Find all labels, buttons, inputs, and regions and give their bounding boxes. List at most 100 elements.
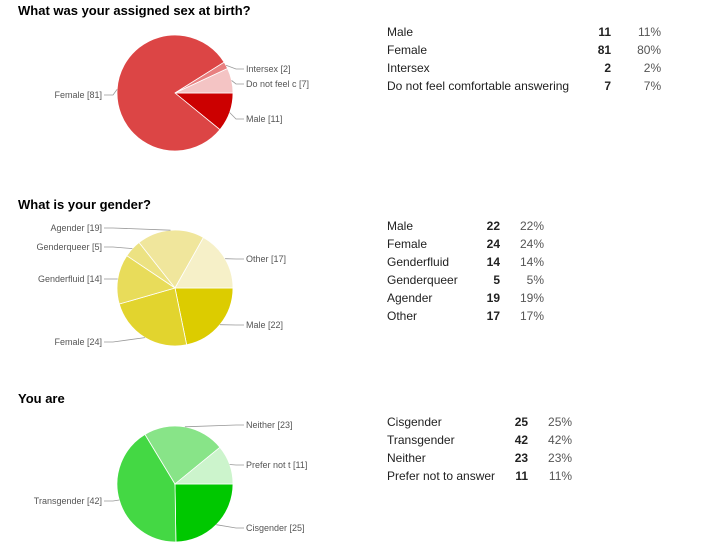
summary-row: Transgender 42 42% [387, 431, 572, 449]
slice-label-cisgender: Cisgender [25] [246, 523, 305, 533]
slice-label-female: Female [81] [54, 90, 102, 100]
summary-count: 14 [486, 255, 500, 269]
summary-label: Prefer not to answer [387, 469, 496, 483]
summary-row: Prefer not to answer 11 11% [387, 467, 572, 485]
summary-percent: 2% [643, 61, 662, 75]
question-title: You are [18, 391, 65, 406]
summary-label: Agender [387, 291, 433, 305]
summary-label: Male [387, 219, 414, 233]
summary-row: Genderqueer 5 5% [387, 271, 544, 289]
summary-percent: 19% [519, 291, 544, 305]
summary-label: Male [387, 25, 414, 39]
summary-row: Genderfluid 14 14% [387, 253, 544, 271]
slice-label-neither: Neither [23] [246, 420, 293, 430]
summary-row: Female 24 24% [387, 235, 544, 253]
summary-row: Agender 19 19% [387, 289, 544, 307]
summary-percent: 25% [548, 415, 573, 429]
summary-row: Neither 23 23% [387, 449, 572, 467]
slice-label-genderfluid: Genderfluid [14] [38, 274, 102, 284]
pie-slice-cisgender [174, 483, 234, 543]
summary-row: Cisgender 25 25% [387, 413, 572, 431]
pie-slice-male [174, 287, 234, 346]
summary-percent: 11% [548, 469, 573, 483]
summary-count: 11 [598, 25, 612, 39]
pie-slice-neither [144, 425, 221, 485]
summary-label: Neither [387, 451, 426, 465]
slice-label-female: Female [24] [54, 337, 102, 347]
leader-line-intersex [225, 64, 244, 70]
leader-line-do-not-feel-comfortable-answering [231, 80, 244, 85]
summary-row: Other 17 17% [387, 307, 544, 325]
leader-line-female [104, 89, 118, 96]
slice-label-genderqueer: Genderqueer [5] [36, 242, 102, 252]
slice-label-male: Male [11] [246, 114, 282, 124]
summary-percent: 5% [526, 273, 544, 287]
summary-label: Female [387, 237, 428, 251]
question-section-sex-at-birth: What was your assigned sex at birth? Mal… [0, 3, 715, 173]
summary-count: 22 [486, 219, 500, 233]
summary-count: 2 [604, 61, 612, 75]
summary-count: 81 [597, 43, 612, 57]
leader-line-male [229, 112, 244, 120]
summary-table-gender: Male 22 22% Female 24 24% Genderfluid 14 14% Gend… [387, 217, 544, 325]
summary-label: Other [387, 309, 418, 323]
pie-slice-female [116, 34, 225, 152]
summary-percent: 80% [637, 43, 662, 57]
leader-line-prefer-not-to-answer [229, 464, 244, 466]
summary-percent: 14% [519, 255, 544, 269]
summary-label: Genderfluid [387, 255, 450, 269]
summary-table-you-are: Cisgender 25 25% Transgender 42 42% Neither 23 2… [387, 413, 572, 485]
question-section-you-are: You are Cisgender [25] Transgender [42] Ne… [0, 391, 715, 557]
summary-percent: 23% [548, 451, 573, 465]
summary-count: 17 [486, 309, 500, 323]
leader-line-neither [184, 424, 244, 428]
summary-count: 11 [515, 469, 529, 483]
question-section-gender: What is your gender? Male [22] Female [24… [0, 197, 715, 367]
summary-count: 7 [604, 79, 612, 93]
summary-label: Do not feel comfortable answering [387, 79, 570, 93]
slice-label-prefer-not-to-answer: Prefer not t [11] [246, 460, 307, 470]
pie-chart-you-are: Cisgender [25] Transgender [42] Neither [2… [34, 420, 307, 543]
pie-slice-other [174, 236, 234, 289]
question-title: What was your assigned sex at birth? [18, 3, 251, 18]
summary-row: Intersex 2 2% [387, 59, 661, 77]
slice-label-other: Other [17] [246, 254, 286, 264]
summary-row: Male 11 11% [387, 23, 661, 41]
summary-count: 24 [486, 237, 500, 251]
summary-label: Genderqueer [387, 273, 458, 287]
summary-row: Male 22 22% [387, 217, 544, 235]
summary-percent: 42% [548, 433, 573, 447]
slice-label-do-not-feel-comfortable-answering: Do not feel c [7] [246, 79, 309, 89]
pie-slice-agender [138, 229, 205, 289]
summary-count: 19 [486, 291, 500, 305]
leader-line-transgender [104, 499, 120, 502]
slice-label-agender: Agender [19] [50, 223, 102, 233]
summary-count: 42 [514, 433, 529, 447]
summary-count: 5 [493, 273, 500, 287]
summary-label: Cisgender [387, 415, 442, 429]
summary-percent: 7% [643, 79, 662, 93]
leader-line-female [104, 337, 146, 343]
summary-label: Intersex [387, 61, 430, 75]
summary-row: Do not feel comfortable answering 7 7% [387, 77, 661, 95]
pie-slice-prefer-not-to-answer [173, 446, 234, 485]
leader-line-cisgender [216, 524, 244, 529]
summary-percent: 11% [637, 25, 662, 39]
question-title: What is your gender? [18, 197, 151, 212]
pie-chart-gender: Male [22] Female [24] Genderfluid [14] Gend… [36, 223, 286, 347]
summary-row: Female 81 80% [387, 41, 661, 59]
summary-percent: 22% [519, 219, 544, 233]
summary-table-sex-at-birth: Male 11 11% Female 81 80% Intersex 2 2% Do not fe… [387, 23, 661, 95]
pie-chart-sex-at-birth: Male [11] Female [81] Intersex [2] Do not f… [54, 34, 309, 152]
summary-count: 25 [514, 415, 529, 429]
summary-percent: 24% [519, 237, 544, 251]
leader-line-agender [104, 227, 171, 231]
summary-label: Transgender [387, 433, 455, 447]
summary-percent: 17% [519, 309, 544, 323]
leader-line-genderqueer [104, 246, 133, 249]
slice-label-intersex: Intersex [2] [246, 64, 291, 74]
summary-label: Female [387, 43, 428, 57]
slice-label-transgender: Transgender [42] [34, 496, 102, 506]
summary-count: 23 [514, 451, 529, 465]
slice-label-male: Male [22] [246, 320, 283, 330]
